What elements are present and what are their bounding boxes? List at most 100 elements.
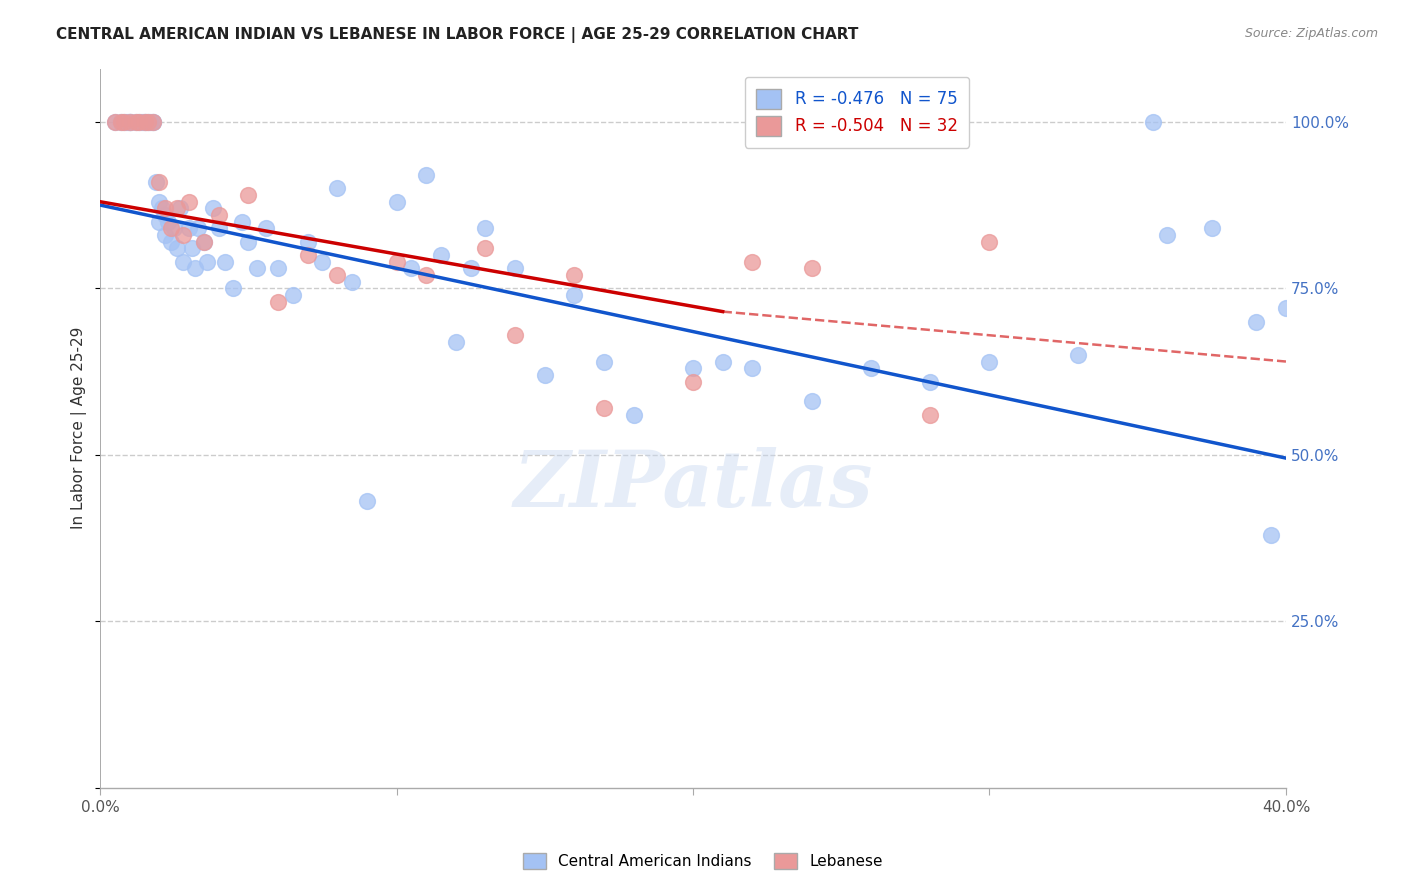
Point: [195, 254, 218, 268]
Point: [920, 375, 942, 389]
Point: [124, 115, 146, 129]
Point: [118, 115, 141, 129]
Point: [460, 261, 482, 276]
Point: [415, 168, 437, 182]
Point: [503, 327, 526, 342]
Point: [800, 261, 823, 276]
Point: [741, 361, 763, 376]
Point: [238, 188, 260, 202]
Point: [593, 401, 616, 416]
Point: [115, 115, 138, 129]
Point: [1156, 227, 1178, 242]
Point: [139, 115, 162, 129]
Point: [193, 235, 215, 249]
Point: [474, 241, 496, 255]
Point: [177, 194, 200, 209]
Point: [169, 202, 191, 216]
Point: [1275, 301, 1298, 316]
Point: [172, 254, 194, 268]
Point: [155, 202, 177, 216]
Point: [682, 375, 704, 389]
Point: [326, 268, 349, 282]
Point: [148, 175, 170, 189]
Point: [564, 268, 586, 282]
Point: [187, 221, 209, 235]
Point: [1260, 527, 1282, 541]
Point: [474, 221, 496, 235]
Point: [155, 227, 177, 242]
Text: Source: ZipAtlas.com: Source: ZipAtlas.com: [1244, 27, 1378, 40]
Point: [184, 261, 207, 276]
Point: [134, 115, 156, 129]
Point: [340, 275, 363, 289]
Point: [1201, 221, 1223, 235]
Point: [155, 208, 177, 222]
Point: [385, 194, 408, 209]
Point: [131, 115, 153, 129]
Point: [142, 115, 165, 129]
Point: [148, 215, 170, 229]
Point: [711, 354, 734, 368]
Point: [800, 394, 823, 409]
Point: [401, 261, 423, 276]
Point: [208, 221, 231, 235]
Point: [503, 261, 526, 276]
Point: [593, 354, 616, 368]
Point: [430, 248, 453, 262]
Point: [118, 115, 141, 129]
Point: [623, 408, 645, 422]
Point: [231, 215, 253, 229]
Point: [297, 248, 319, 262]
Point: [157, 215, 180, 229]
Point: [163, 221, 186, 235]
Point: [136, 115, 159, 129]
Point: [238, 235, 260, 249]
Point: [128, 115, 150, 129]
Point: [920, 408, 942, 422]
Point: [444, 334, 467, 349]
Point: [297, 235, 319, 249]
Legend: Central American Indians, Lebanese: Central American Indians, Lebanese: [517, 847, 889, 875]
Point: [311, 254, 333, 268]
Point: [128, 115, 150, 129]
Point: [166, 202, 188, 216]
Point: [181, 241, 204, 255]
Point: [979, 235, 1001, 249]
Point: [741, 254, 763, 268]
Point: [110, 115, 132, 129]
Point: [208, 208, 231, 222]
Point: [160, 221, 183, 235]
Point: [281, 288, 304, 302]
Point: [134, 115, 156, 129]
Point: [136, 115, 159, 129]
Text: CENTRAL AMERICAN INDIAN VS LEBANESE IN LABOR FORCE | AGE 25-29 CORRELATION CHART: CENTRAL AMERICAN INDIAN VS LEBANESE IN L…: [56, 27, 859, 43]
Point: [326, 181, 349, 195]
Point: [150, 202, 173, 216]
Point: [214, 254, 236, 268]
Point: [193, 235, 215, 249]
Point: [104, 115, 127, 129]
Point: [110, 115, 132, 129]
Point: [142, 115, 165, 129]
Point: [533, 368, 555, 382]
Point: [104, 115, 127, 129]
Point: [166, 241, 188, 255]
Point: [415, 268, 437, 282]
Point: [385, 254, 408, 268]
Point: [118, 115, 141, 129]
Y-axis label: In Labor Force | Age 25-29: In Labor Force | Age 25-29: [72, 327, 87, 529]
Point: [682, 361, 704, 376]
Legend: R = -0.476   N = 75, R = -0.504   N = 32: R = -0.476 N = 75, R = -0.504 N = 32: [745, 77, 969, 147]
Point: [172, 227, 194, 242]
Point: [124, 115, 146, 129]
Point: [1067, 348, 1090, 362]
Point: [1142, 115, 1164, 129]
Point: [222, 281, 245, 295]
Point: [142, 115, 165, 129]
Point: [267, 294, 290, 309]
Point: [201, 202, 224, 216]
Point: [254, 221, 277, 235]
Point: [148, 194, 170, 209]
Point: [118, 115, 141, 129]
Point: [246, 261, 269, 276]
